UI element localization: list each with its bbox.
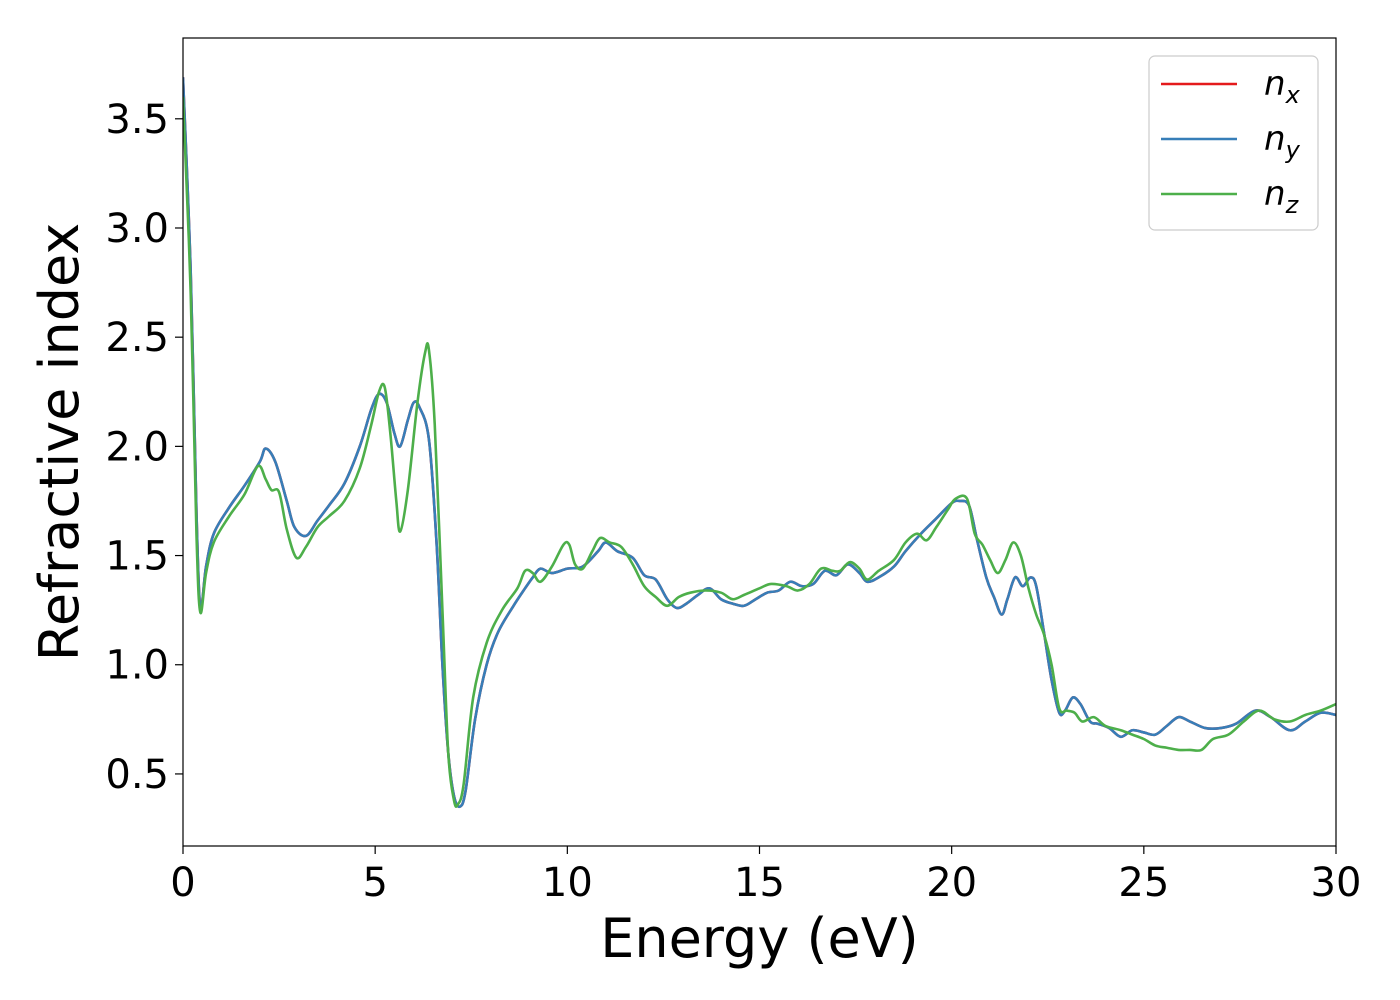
legend-box <box>1148 55 1319 231</box>
y-tick-label: 1.5 <box>105 534 169 580</box>
x-tick-label: 20 <box>926 860 977 906</box>
legend-item-nz: nz <box>1161 174 1300 219</box>
x-tick-label: 10 <box>542 860 593 906</box>
series-line-ny <box>183 77 1336 809</box>
legend: nx ny nz <box>1148 55 1319 231</box>
y-tick-label: 2.0 <box>105 424 169 470</box>
x-tick-label: 30 <box>1311 860 1362 906</box>
x-tick-label: 0 <box>170 860 195 906</box>
legend-item-ny: ny <box>1161 119 1301 164</box>
y-tick-label: 3.0 <box>105 206 169 252</box>
series-line-nz <box>183 96 1336 808</box>
y-tick-label: 1.0 <box>105 643 169 689</box>
y-axis-label: Refractive index <box>28 223 91 662</box>
legend-label: nx <box>1264 64 1301 109</box>
ticks-layer: 0 5 10 15 20 25 30 0.5 1.0 1.5 2.0 2.5 3.0 3.5 <box>105 97 1361 906</box>
x-tick-label: 15 <box>734 860 785 906</box>
y-tick-label: 0.5 <box>105 752 169 798</box>
y-tick-label: 3.5 <box>105 97 169 143</box>
x-tick-label: 5 <box>362 860 387 906</box>
legend-label: ny <box>1264 119 1301 164</box>
series-layer <box>183 77 1336 809</box>
x-axis-label: Energy (eV) <box>600 907 919 970</box>
legend-label: nz <box>1264 174 1300 219</box>
x-tick-label: 25 <box>1118 860 1169 906</box>
y-tick-label: 2.5 <box>105 315 169 361</box>
legend-item-nx: nx <box>1161 64 1301 109</box>
